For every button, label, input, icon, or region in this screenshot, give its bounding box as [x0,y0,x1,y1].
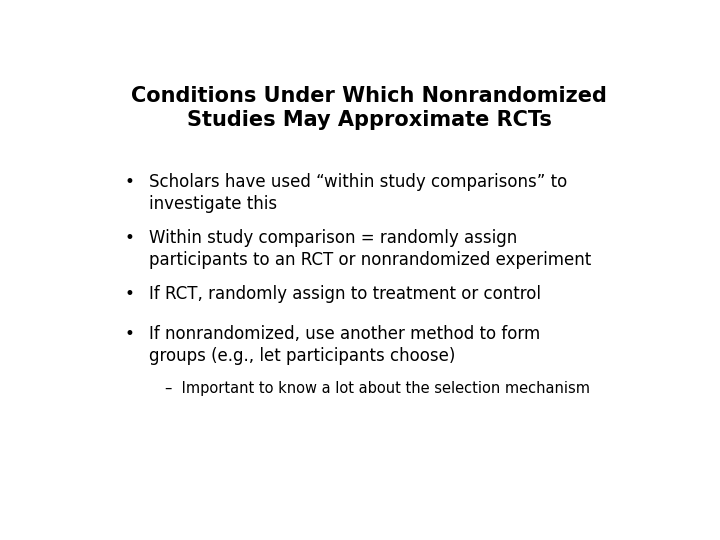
Text: Conditions Under Which Nonrandomized
Studies May Approximate RCTs: Conditions Under Which Nonrandomized Stu… [131,85,607,130]
Text: •: • [124,229,134,247]
Text: If RCT, randomly assign to treatment or control: If RCT, randomly assign to treatment or … [148,285,541,303]
Text: •: • [124,325,134,343]
Text: Scholars have used “within study comparisons” to
investigate this: Scholars have used “within study compari… [148,173,567,213]
Text: •: • [124,173,134,191]
Text: If nonrandomized, use another method to form
groups (e.g., let participants choo: If nonrandomized, use another method to … [148,325,540,365]
Text: Within study comparison = randomly assign
participants to an RCT or nonrandomize: Within study comparison = randomly assig… [148,229,591,269]
Text: –  Important to know a lot about the selection mechanism: – Important to know a lot about the sele… [166,381,590,396]
Text: •: • [124,285,134,303]
